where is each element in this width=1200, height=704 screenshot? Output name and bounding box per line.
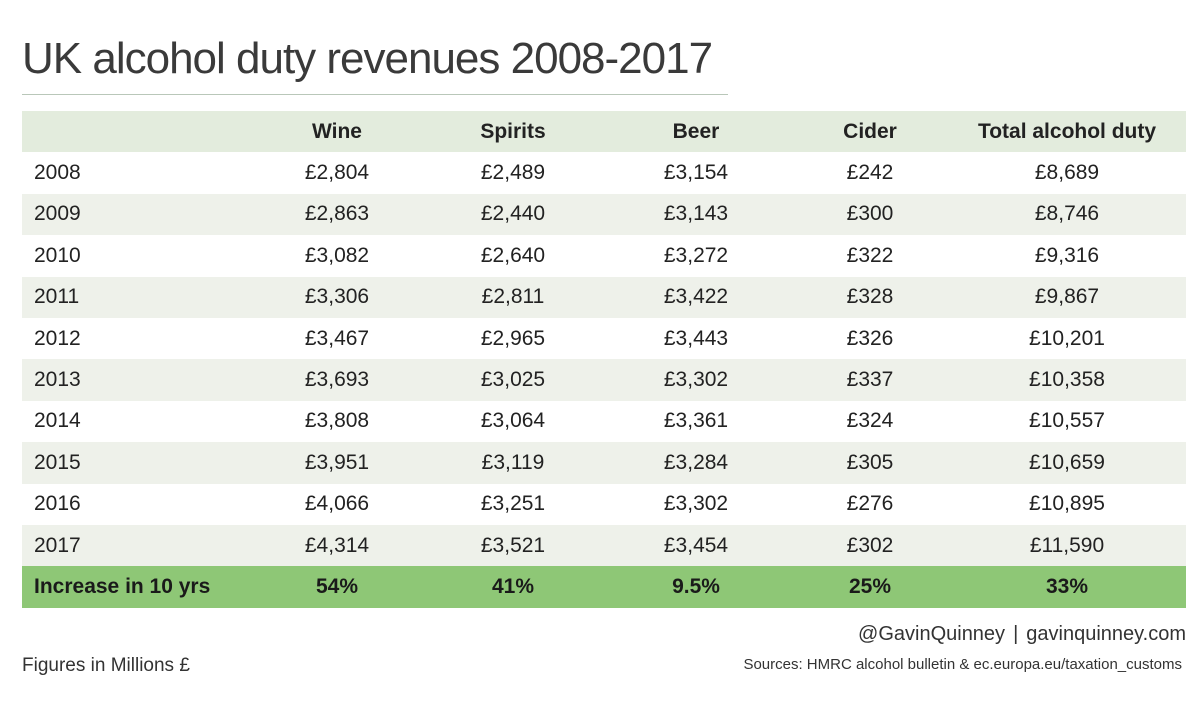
value-cell: £3,272 [663, 243, 729, 267]
value-cell: £3,693 [304, 368, 370, 392]
value-cell: £3,422 [663, 285, 729, 309]
value-cell: £10,557 [1029, 409, 1105, 433]
year-cell: 2017 [34, 533, 81, 557]
value-cell: £324 [846, 409, 894, 433]
value-cell: £3,454 [663, 533, 729, 557]
value-cell: £9,316 [1034, 243, 1100, 267]
title-underline [22, 94, 728, 95]
value-cell: £2,489 [480, 161, 546, 185]
table-row: 2015 £3,951 £3,119 £3,284 £305 £10,659 [22, 442, 1186, 484]
credit-site: gavinquinney.com [1026, 623, 1186, 645]
summary-value: 33% [1045, 574, 1089, 598]
value-cell: £3,443 [663, 326, 729, 350]
credit-handle: @GavinQuinney [858, 623, 1006, 645]
value-cell: £3,808 [304, 409, 370, 433]
table-row: 2016 £4,066 £3,251 £3,302 £276 £10,895 [22, 483, 1186, 525]
value-cell: £3,284 [663, 450, 729, 474]
value-cell: £2,804 [304, 161, 370, 185]
value-cell: £2,440 [480, 202, 546, 226]
summary-value: 25% [848, 574, 892, 598]
value-cell: £3,521 [480, 533, 546, 557]
value-cell: £302 [846, 533, 894, 557]
value-cell: £3,154 [663, 161, 729, 185]
summary-value: 54% [315, 574, 359, 598]
value-cell: £10,659 [1029, 450, 1105, 474]
value-cell: £8,746 [1034, 202, 1100, 226]
table-body: 2008 £2,804 £2,489 £3,154 £242 £8,689 2009 £2,8… [22, 152, 1186, 567]
summary-label: Increase in 10 yrs [34, 574, 211, 598]
value-cell: £4,066 [304, 492, 370, 516]
header-cell-blank [22, 111, 248, 152]
value-cell: £2,965 [480, 326, 546, 350]
value-cell: £10,358 [1029, 368, 1105, 392]
table-row: 2010 £3,082 £2,640 £3,272 £322 £9,316 [22, 235, 1186, 277]
duty-table: Wine Spirits Beer Cider Total alcohol duty 2… [22, 111, 1186, 608]
year-cell: 2014 [34, 409, 81, 433]
value-cell: £10,201 [1029, 326, 1105, 350]
summary-value: 41% [491, 574, 535, 598]
table-row: 2012 £3,467 £2,965 £3,443 £326 £10,201 [22, 317, 1186, 360]
year-cell: 2012 [34, 326, 81, 350]
sources-note: Sources: HMRC alcohol bulletin & ec.euro… [743, 656, 1182, 673]
year-cell: 2011 [34, 285, 80, 309]
credit-line: @GavinQuinney | gavinquinney.com [858, 623, 1186, 646]
value-cell: £3,306 [304, 285, 370, 309]
year-cell: 2015 [34, 450, 81, 474]
summary-row: Increase in 10 yrs 54% 41% 9.5% 25% 33% [22, 566, 1186, 608]
table-row: 2009 £2,863 £2,440 £3,143 £300 £8,746 [22, 193, 1186, 236]
column-header: Beer [672, 119, 720, 143]
value-cell: £3,119 [481, 450, 545, 474]
column-header: Wine [312, 119, 362, 143]
value-cell: £2,640 [480, 243, 546, 267]
value-cell: £4,314 [304, 533, 370, 557]
value-cell: £2,811 [481, 285, 545, 309]
units-note: Figures in Millions £ [22, 655, 190, 676]
value-cell: £300 [846, 202, 894, 226]
table-row: 2013 £3,693 £3,025 £3,302 £337 £10,358 [22, 359, 1186, 401]
table-row: 2011 £3,306 £2,811 £3,422 £328 £9,867 [22, 276, 1186, 318]
value-cell: £3,025 [480, 368, 546, 392]
column-header: Cider [843, 119, 897, 143]
value-cell: £3,064 [480, 409, 546, 433]
value-cell: £3,143 [663, 202, 729, 226]
table-row: 2014 £3,808 £3,064 £3,361 £324 £10,557 [22, 400, 1186, 443]
value-cell: £3,467 [304, 326, 370, 350]
summary-value: 9.5% [672, 574, 720, 598]
credit-separator: | [1013, 623, 1019, 645]
value-cell: £328 [846, 285, 894, 309]
table-row: 2008 £2,804 £2,489 £3,154 £242 £8,689 [22, 152, 1186, 194]
value-cell: £9,867 [1034, 285, 1100, 309]
value-cell: £8,689 [1034, 161, 1100, 185]
chart-title: UK alcohol duty revenues 2008-2017 [22, 34, 713, 83]
column-header: Spirits [480, 119, 546, 143]
value-cell: £337 [846, 368, 894, 392]
year-cell: 2016 [34, 492, 81, 516]
year-cell: 2013 [34, 368, 81, 392]
value-cell: £3,951 [304, 450, 370, 474]
value-cell: £3,251 [480, 492, 546, 516]
table-header-row: Wine Spirits Beer Cider Total alcohol duty [22, 111, 1186, 153]
year-cell: 2008 [34, 161, 81, 185]
value-cell: £276 [846, 492, 894, 516]
table-row: 2017 £4,314 £3,521 £3,454 £302 £11,590 [22, 524, 1186, 567]
value-cell: £3,302 [663, 368, 729, 392]
value-cell: £10,895 [1029, 492, 1105, 516]
value-cell: £3,082 [304, 243, 370, 267]
value-cell: £11,590 [1029, 533, 1105, 557]
value-cell: £3,302 [663, 492, 729, 516]
year-cell: 2010 [34, 243, 81, 267]
value-cell: £326 [846, 326, 894, 350]
year-cell: 2009 [34, 202, 81, 226]
value-cell: £305 [846, 450, 894, 474]
value-cell: £242 [846, 161, 894, 185]
value-cell: £3,361 [663, 409, 729, 433]
column-header: Total alcohol duty [977, 119, 1157, 143]
value-cell: £322 [846, 243, 894, 267]
value-cell: £2,863 [304, 202, 370, 226]
